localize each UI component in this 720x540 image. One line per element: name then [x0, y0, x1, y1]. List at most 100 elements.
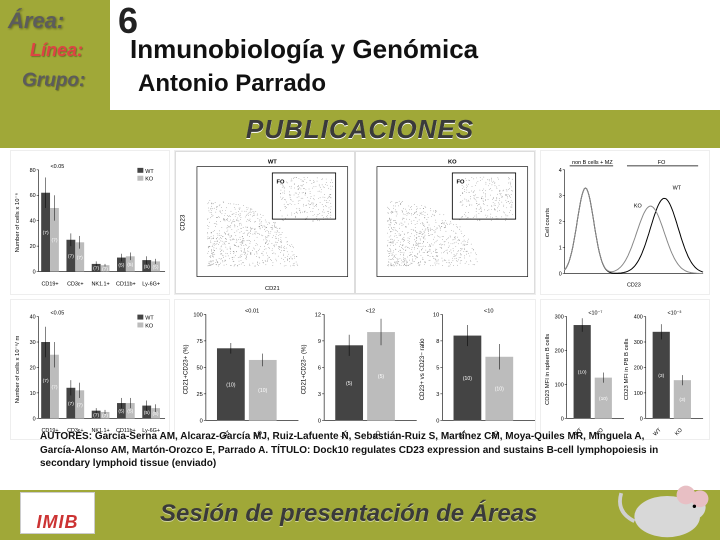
svg-text:300: 300 — [555, 315, 564, 321]
svg-text:CD23: CD23 — [179, 214, 186, 231]
svg-text:0: 0 — [561, 417, 564, 423]
svg-text:(7): (7) — [93, 413, 99, 419]
chart-top-left: 020406080Number of cells x 10⁻⁶<0.05WTKO… — [10, 150, 170, 295]
svg-text:3: 3 — [559, 194, 562, 200]
svg-text:(5): (5) — [378, 375, 385, 381]
svg-text:(10): (10) — [226, 383, 235, 389]
svg-text:0: 0 — [33, 417, 36, 423]
svg-text:<0.05: <0.05 — [51, 311, 65, 317]
svg-text:WT: WT — [268, 160, 277, 166]
svg-text:(5): (5) — [127, 262, 133, 268]
svg-text:KO: KO — [145, 324, 153, 330]
svg-text:2: 2 — [559, 220, 562, 226]
svg-text:(5): (5) — [144, 264, 150, 270]
svg-text:(5): (5) — [127, 409, 133, 415]
header: Área: Línea: Grupo: 6 Inmunobiología y G… — [0, 0, 720, 110]
svg-text:10: 10 — [433, 313, 439, 319]
svg-text:WT: WT — [145, 169, 154, 175]
svg-text:0: 0 — [436, 419, 439, 425]
svg-text:200: 200 — [634, 366, 643, 372]
session-title: Sesión de presentación de Áreas — [160, 500, 537, 528]
svg-text:WT: WT — [145, 316, 154, 322]
svg-text:4: 4 — [559, 168, 562, 174]
svg-text:(5): (5) — [118, 263, 124, 269]
svg-text:(10): (10) — [495, 387, 504, 393]
svg-text:(7): (7) — [68, 254, 74, 260]
flow-ko: KOFO — [355, 151, 535, 294]
figure-area: 020406080Number of cells x 10⁻⁶<0.05WTKO… — [10, 150, 710, 425]
svg-text:6: 6 — [318, 366, 321, 372]
svg-text:(7): (7) — [51, 385, 57, 391]
svg-text:(3): (3) — [658, 373, 664, 379]
svg-text:CD23+ vs CD23− ratio: CD23+ vs CD23− ratio — [419, 338, 426, 401]
flow-top-middle: WTFOCD23CD21 KOFO — [174, 150, 536, 295]
mouse-graphic — [615, 465, 710, 540]
svg-text:60: 60 — [30, 193, 36, 199]
svg-text:CD19+: CD19+ — [42, 281, 59, 287]
svg-text:(7): (7) — [43, 230, 49, 236]
linea-label: Línea: — [30, 40, 83, 61]
svg-text:100: 100 — [555, 383, 564, 389]
svg-text:<0.05: <0.05 — [51, 164, 65, 170]
chart-bottom-middle: 0255075100CD21+CD23+ (%)<0.01(10)(10)WTK… — [174, 299, 536, 440]
svg-text:75: 75 — [197, 339, 203, 345]
svg-text:CD23: CD23 — [627, 282, 641, 288]
svg-text:20: 20 — [30, 366, 36, 372]
svg-text:300: 300 — [634, 340, 643, 346]
svg-text:(7): (7) — [102, 266, 108, 272]
svg-text:5: 5 — [436, 366, 439, 372]
histogram-top-right: 0 1 2 3 4 Cell counts CD23 non B cells + MZ FO WT… — [540, 150, 710, 295]
authors-text: AUTORES: García-Serna AM, Alcaraz-García… — [40, 430, 680, 471]
imib-text: IMIB — [37, 512, 79, 533]
svg-text:40: 40 — [30, 219, 36, 225]
svg-text:CD23 MFI in PB B cells: CD23 MFI in PB B cells — [624, 339, 630, 401]
svg-text:100: 100 — [634, 391, 643, 397]
svg-text:<0.01: <0.01 — [245, 309, 259, 315]
svg-text:(3): (3) — [679, 398, 685, 404]
svg-text:(7): (7) — [43, 378, 49, 384]
svg-text:0: 0 — [640, 417, 643, 423]
svg-text:<10⁻⁷: <10⁻⁷ — [588, 311, 602, 317]
svg-text:9: 9 — [318, 339, 321, 345]
svg-text:(7): (7) — [51, 238, 57, 244]
publications-strip: PUBLICACIONES — [0, 110, 720, 148]
svg-text:200: 200 — [555, 349, 564, 355]
svg-text:CD11b+: CD11b+ — [116, 281, 136, 287]
svg-text:100: 100 — [193, 313, 202, 319]
svg-text:0: 0 — [200, 419, 203, 425]
svg-text:(10): (10) — [258, 389, 267, 395]
svg-text:FO: FO — [658, 160, 666, 166]
svg-text:KO: KO — [634, 203, 642, 209]
svg-text:CD21+CD23+ (%): CD21+CD23+ (%) — [182, 345, 189, 395]
svg-text:FO: FO — [457, 179, 466, 185]
svg-text:(5): (5) — [118, 409, 124, 415]
svg-text:KO: KO — [145, 177, 153, 183]
svg-text:(7): (7) — [77, 403, 83, 409]
svg-text:CD21+CD23− (%): CD21+CD23− (%) — [301, 345, 308, 395]
svg-text:25: 25 — [197, 392, 203, 398]
area-label: Área: — [8, 8, 64, 34]
svg-text:NK1.1+: NK1.1+ — [91, 281, 109, 287]
svg-text:non B cells + MZ: non B cells + MZ — [572, 160, 613, 166]
svg-text:80: 80 — [30, 168, 36, 174]
chart-bottom-left: 010203040Number of cells x 10⁻⁶/ m<0.05W… — [10, 299, 170, 440]
svg-text:40: 40 — [30, 315, 36, 321]
svg-text:3: 3 — [318, 392, 321, 398]
svg-text:1: 1 — [559, 246, 562, 252]
svg-text:Cell counts: Cell counts — [545, 208, 551, 237]
svg-text:<12: <12 — [366, 309, 376, 315]
svg-text:50: 50 — [197, 366, 203, 372]
chart-bottom-right: 0100200300CD23 MFI in spleen B cells<10⁻… — [540, 299, 710, 440]
svg-text:0: 0 — [559, 272, 562, 278]
svg-text:WT: WT — [673, 186, 682, 192]
svg-text:CD3ε+: CD3ε+ — [67, 281, 83, 287]
svg-text:(10): (10) — [463, 376, 472, 382]
svg-text:(5): (5) — [153, 264, 159, 270]
svg-text:<10: <10 — [484, 309, 494, 315]
svg-text:0: 0 — [318, 419, 321, 425]
svg-text:8: 8 — [436, 339, 439, 345]
svg-text:(10): (10) — [578, 370, 587, 376]
svg-text:<10⁻³: <10⁻³ — [667, 311, 681, 317]
grupo-label: Grupo: — [22, 70, 85, 92]
linea-value: Inmunobiología y Genómica — [130, 34, 478, 65]
